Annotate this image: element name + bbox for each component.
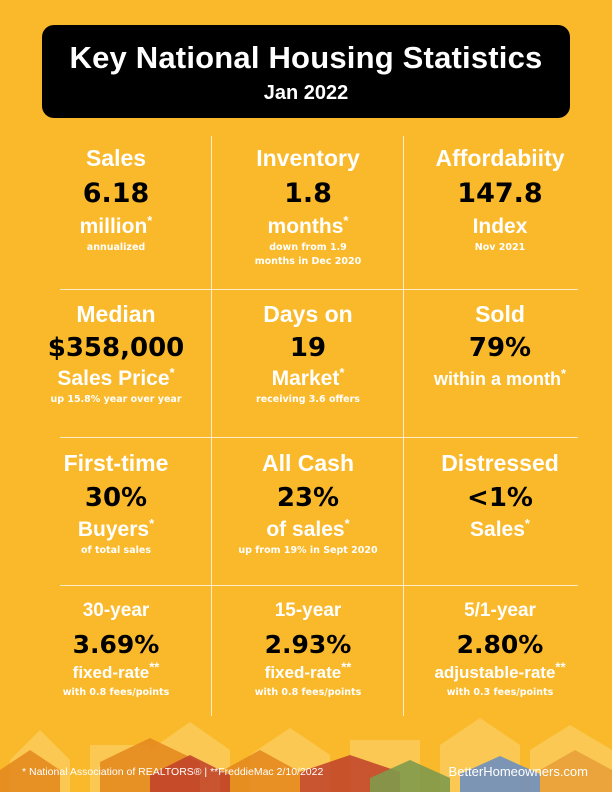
stat-median: Median $358,000 Sales Price* up 15.8% ye… xyxy=(18,301,214,407)
stat-30-year-rate: 30-year 3.69% fixed-rate** with 0.8 fees… xyxy=(18,600,214,700)
grid-divider-horizontal xyxy=(60,585,578,586)
stat-unit: Market xyxy=(271,367,340,390)
stat-footnote-mark: ** xyxy=(555,659,566,675)
stat-label: First-time xyxy=(63,450,169,476)
stat-unit: of sales xyxy=(266,518,345,541)
stat-distressed: Distressed <1% Sales* xyxy=(402,450,598,544)
stat-note: with 0.8 fees/points xyxy=(62,687,170,698)
stat-unit: Sales Price xyxy=(57,367,170,390)
stat-label: Inventory xyxy=(256,145,360,171)
stat-footnote-mark: * xyxy=(339,365,345,380)
stat-footnote-mark: * xyxy=(343,213,349,228)
stat-note: annualized xyxy=(86,242,146,253)
stat-label: Sales xyxy=(85,145,147,171)
stat-value: <1% xyxy=(467,483,533,513)
stat-footnote-mark: ** xyxy=(341,659,352,675)
grid-divider-horizontal xyxy=(60,437,578,438)
stat-unit: Index xyxy=(472,215,528,238)
stat-days-on-market: Days on 19 Market* receiving 3.6 offers xyxy=(210,301,406,407)
stat-sales: Sales 6.18 million* annualized xyxy=(18,145,214,255)
stat-unit: adjustable-rate xyxy=(434,663,556,682)
stat-value: 1.8 xyxy=(284,178,332,209)
title-banner: Key National Housing Statistics Jan 2022 xyxy=(42,25,570,118)
stat-label: Affordabiity xyxy=(435,145,565,171)
stat-unit: months xyxy=(267,215,344,238)
stat-sold: Sold 79% within a month* xyxy=(402,301,598,392)
stat-value: 79% xyxy=(468,333,532,363)
stat-footnote-mark: * xyxy=(169,365,175,380)
stat-label: Distressed xyxy=(441,450,559,476)
stat-footnote-mark: * xyxy=(149,516,155,531)
stat-all-cash: All Cash 23% of sales* up from 19% in Se… xyxy=(210,450,406,558)
stat-unit: fixed-rate xyxy=(72,663,150,682)
stat-value: 2.93% xyxy=(264,630,352,659)
stat-value: 147.8 xyxy=(457,178,543,209)
stat-footnote-mark: * xyxy=(147,213,153,228)
stat-inventory: Inventory 1.8 months* down from 1.9 mont… xyxy=(210,145,406,269)
stat-5-1-year-rate: 5/1-year 2.80% adjustable-rate** with 0.… xyxy=(402,600,598,700)
stat-value: 2.80% xyxy=(456,630,544,659)
stat-value: 3.69% xyxy=(72,630,160,659)
stat-label: Sold xyxy=(475,301,525,327)
stat-value: 23% xyxy=(276,483,340,513)
stat-note: up 15.8% year over year xyxy=(50,394,182,405)
stat-value: $358,000 xyxy=(47,333,185,363)
stat-note: Nov 2021 xyxy=(474,242,526,253)
stat-note: up from 19% in Sept 2020 xyxy=(238,545,378,556)
stat-footnote-mark: * xyxy=(560,366,567,381)
stat-15-year-rate: 15-year 2.93% fixed-rate** with 0.8 fees… xyxy=(210,600,406,700)
stat-note: receiving 3.6 offers xyxy=(256,394,360,405)
stat-note: with 0.3 fees/points xyxy=(446,687,554,698)
stat-label: All Cash xyxy=(261,450,355,476)
stat-note: with 0.8 fees/points xyxy=(254,687,362,698)
stat-value: 19 xyxy=(289,333,327,363)
houses-illustration xyxy=(0,718,612,792)
grid-divider-vertical xyxy=(403,136,404,716)
footer-website: BetterHomeowners.com xyxy=(448,764,588,779)
stat-label: 30-year xyxy=(82,600,150,621)
page-title: Key National Housing Statistics xyxy=(69,40,543,75)
stat-label: Median xyxy=(76,301,156,327)
stat-label: 15-year xyxy=(274,600,342,621)
stat-footnote-mark: * xyxy=(344,516,350,531)
footer-sources: * National Association of REALTORS® | **… xyxy=(22,766,324,778)
footer: * National Association of REALTORS® | **… xyxy=(0,760,612,792)
stat-value: 30% xyxy=(84,483,148,513)
stat-first-time-buyers: First-time 30% Buyers* of total sales xyxy=(18,450,214,558)
stat-note: of total sales xyxy=(81,545,151,556)
stat-note: down from 1.9 months in Dec 2020 xyxy=(254,242,362,267)
stat-unit: Sales xyxy=(470,518,525,541)
stat-unit: Buyers xyxy=(77,518,150,541)
stat-affordability: Affordabiity 147.8 Index Nov 2021 xyxy=(402,145,598,255)
stat-unit: fixed-rate xyxy=(264,663,342,682)
grid-divider-horizontal xyxy=(60,289,578,290)
stat-value: 6.18 xyxy=(82,178,150,209)
stat-unit: within a month xyxy=(433,369,561,389)
stat-label: 5/1-year xyxy=(464,600,536,621)
grid-divider-vertical xyxy=(211,136,212,716)
stat-unit: million xyxy=(79,215,148,238)
stat-footnote-mark: ** xyxy=(149,659,160,675)
stat-footnote-mark: * xyxy=(524,516,530,531)
page-subtitle: Jan 2022 xyxy=(263,82,349,104)
stat-label: Days on xyxy=(263,301,353,327)
